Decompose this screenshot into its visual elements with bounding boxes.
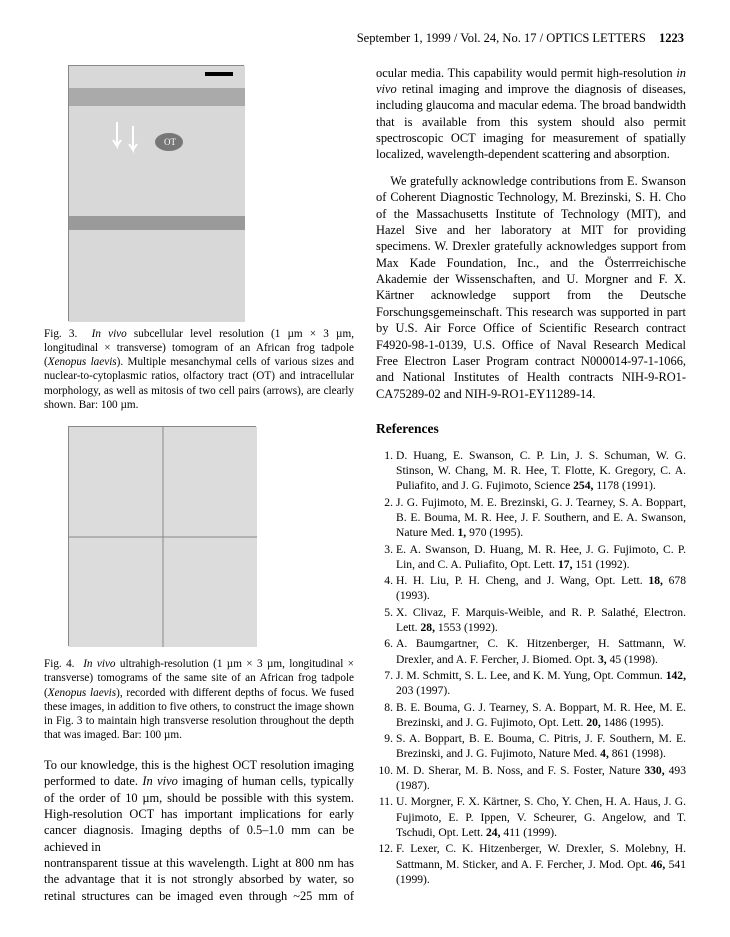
- references-heading: References: [376, 420, 686, 438]
- body-paragraph-1: To our knowledge, this is the highest OC…: [44, 757, 354, 855]
- reference-item: F. Lexer, C. K. Hitzenberger, W. Drexler…: [376, 841, 686, 887]
- figure-3-placeholder-svg: OT: [69, 66, 245, 322]
- figure-3-image: OT: [68, 65, 244, 321]
- figure-4-placeholder-svg: [69, 427, 257, 647]
- reference-item: U. Morgner, F. X. Kärtner, S. Cho, Y. Ch…: [376, 794, 686, 840]
- reference-item: J. G. Fujimoto, M. E. Brezinski, G. J. T…: [376, 495, 686, 541]
- acknowledgments-paragraph: We gratefully acknowledge contributions …: [376, 173, 686, 402]
- reference-item: B. E. Bouma, G. J. Tearney, S. A. Boppar…: [376, 700, 686, 731]
- two-column-body: OT Fig. 3. In vivo subcellular level res…: [44, 65, 686, 907]
- figure-3: OT Fig. 3. In vivo subcellular level res…: [44, 65, 354, 413]
- svg-text:OT: OT: [164, 137, 176, 147]
- figure-3-caption: Fig. 3. In vivo subcellular level resolu…: [44, 327, 354, 413]
- scale-bar: [205, 72, 233, 76]
- reference-item: D. Huang, E. Swanson, C. P. Lin, J. S. S…: [376, 448, 686, 494]
- header-page: 1223: [649, 31, 684, 45]
- reference-item: E. A. Swanson, D. Huang, M. R. Hee, J. G…: [376, 542, 686, 573]
- figure-4: Fig. 4. In vivo ultrahigh-resolution (1 …: [44, 426, 354, 742]
- references-list: D. Huang, E. Swanson, C. P. Lin, J. S. S…: [376, 448, 686, 887]
- reference-item: A. Baumgartner, C. K. Hitzenberger, H. S…: [376, 636, 686, 667]
- figure-4-caption: Fig. 4. In vivo ultrahigh-resolution (1 …: [44, 657, 354, 743]
- reference-item: M. D. Sherar, M. B. Noss, and F. S. Fost…: [376, 763, 686, 794]
- header-vol: Vol. 24, No. 17: [460, 31, 536, 45]
- reference-item: H. H. Liu, P. H. Cheng, and J. Wang, Opt…: [376, 573, 686, 604]
- reference-item: S. A. Boppart, B. E. Bouma, C. Pitris, J…: [376, 731, 686, 762]
- figure-4-image: [68, 426, 256, 646]
- reference-item: X. Clivaz, F. Marquis-Weible, and R. P. …: [376, 605, 686, 636]
- header-journal: OPTICS LETTERS: [546, 31, 646, 45]
- reference-item: J. M. Schmitt, S. L. Lee, and K. M. Yung…: [376, 668, 686, 699]
- header-date: September 1, 1999: [357, 31, 451, 45]
- running-header: September 1, 1999 / Vol. 24, No. 17 / OP…: [44, 30, 686, 47]
